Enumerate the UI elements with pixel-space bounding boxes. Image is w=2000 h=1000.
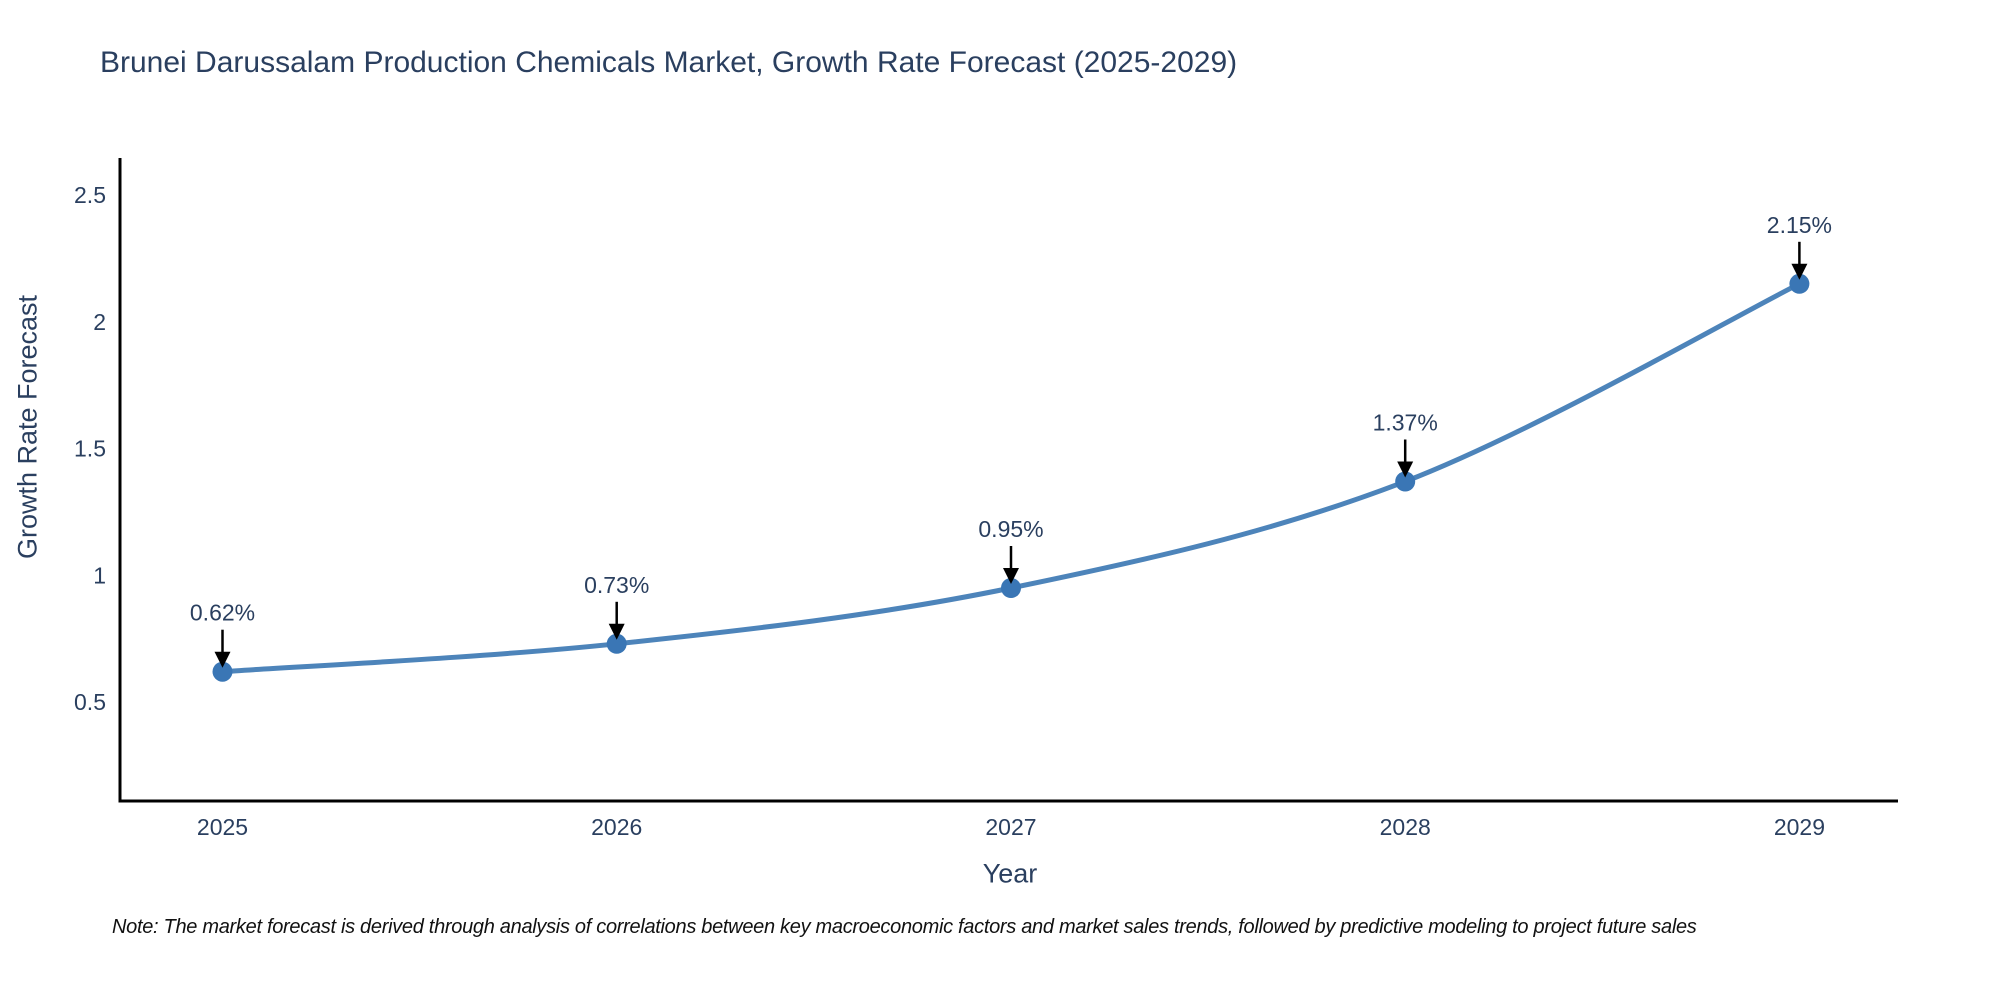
point-annotation-label: 1.37% xyxy=(1373,410,1438,436)
data-point xyxy=(1001,578,1021,598)
point-annotation-label: 2.15% xyxy=(1767,212,1832,238)
point-annotation-label: 0.62% xyxy=(190,600,255,626)
data-point xyxy=(1395,471,1416,492)
data-point xyxy=(212,661,233,682)
x-tick-label: 2028 xyxy=(1380,814,1431,840)
data-point xyxy=(1789,273,1810,294)
x-axis-title: Year xyxy=(982,858,1038,889)
annotation-arrowhead-icon xyxy=(1791,263,1808,280)
annotation-arrowhead-icon xyxy=(1003,568,1019,584)
data-point xyxy=(606,633,627,654)
x-tick-label: 2025 xyxy=(197,814,248,840)
annotation-arrowhead-icon xyxy=(1397,461,1414,478)
point-annotation-label: 0.73% xyxy=(584,572,649,598)
annotation-arrowhead-icon xyxy=(214,651,231,668)
x-tick-label: 2029 xyxy=(1774,814,1825,840)
annotation-arrowhead-icon xyxy=(608,623,625,640)
y-axis-title: Growth Rate Forecast xyxy=(12,294,43,560)
series-line xyxy=(220,281,1802,675)
point-annotation-label: 0.95% xyxy=(978,516,1043,542)
y-tick-label: 1 xyxy=(93,562,106,588)
x-tick-label: 2027 xyxy=(985,814,1036,840)
y-tick-label: 2.5 xyxy=(74,182,106,208)
y-tick-label: 1.5 xyxy=(74,436,106,462)
y-tick-label: 2 xyxy=(93,309,106,335)
y-tick-label: 0.5 xyxy=(74,689,106,715)
footnote: Note: The market forecast is derived thr… xyxy=(112,916,1697,938)
chart-title: Brunei Darussalam Production Chemicals M… xyxy=(100,46,1238,79)
x-tick-label: 2026 xyxy=(591,814,642,840)
